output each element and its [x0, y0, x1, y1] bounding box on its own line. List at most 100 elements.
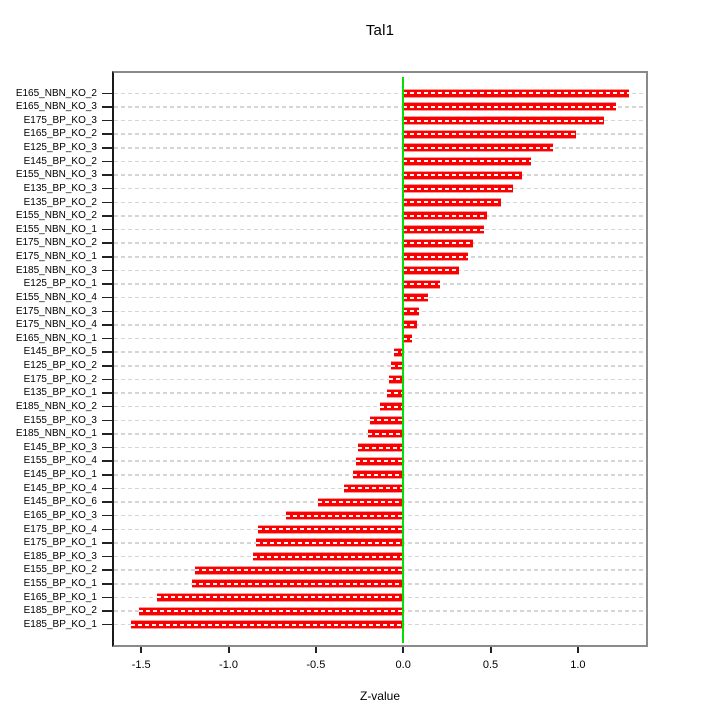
y-tick: [102, 555, 112, 558]
bar-hatch: [191, 582, 404, 585]
bar: [403, 252, 468, 262]
category-label: E145_BP_KO_2: [23, 155, 97, 167]
bar: [403, 170, 522, 180]
bar: [317, 497, 404, 507]
bar-hatch: [387, 392, 404, 395]
gridline: [114, 215, 646, 217]
bar: [394, 347, 404, 357]
category-label: E155_BP_KO_4: [23, 455, 97, 467]
category-label: E175_NBN_KO_1: [15, 251, 97, 262]
y-tick: [102, 392, 112, 394]
bar: [389, 374, 404, 384]
category-label: E165_BP_KO_3: [23, 509, 97, 521]
bar-hatch: [370, 419, 404, 422]
x-tick-label: -0.5: [306, 659, 326, 671]
bar: [403, 184, 514, 194]
y-axis: E165_NBN_KO_2 E165_NBN_KO_3 E175_BP_KO_3 E1…: [0, 73, 112, 645]
bar: [403, 143, 554, 153]
bar: [258, 524, 404, 534]
category-label: E165_BP_KO_2: [23, 128, 97, 140]
x-tick-label: -1.5: [131, 659, 151, 671]
gridline: [114, 106, 646, 108]
bar-hatch: [390, 364, 404, 367]
bar-hatch: [156, 596, 404, 599]
bar-hatch: [394, 351, 404, 354]
bar-hatch: [403, 187, 514, 190]
gridline: [114, 296, 646, 299]
bar-hatch: [403, 119, 605, 122]
category-label: E155_BP_KO_3: [23, 414, 97, 426]
gridline: [114, 160, 646, 163]
bar-hatch: [286, 514, 404, 517]
bar: [370, 415, 404, 425]
category-label: E145_BP_KO_3: [23, 441, 97, 453]
gridline: [114, 119, 646, 122]
bar: [403, 293, 428, 303]
y-tick: [102, 256, 112, 258]
y-tick: [102, 405, 112, 408]
y-tick: [102, 324, 112, 326]
y-tick: [102, 187, 112, 190]
bar: [195, 565, 404, 575]
bar: [403, 225, 484, 235]
y-tick: [102, 446, 112, 449]
category-label: E185_NBN_KO_3: [15, 264, 97, 276]
gridline: [114, 283, 646, 285]
category-label: E155_NBN_KO_2: [15, 210, 97, 222]
bar: [403, 238, 474, 248]
bar: [403, 306, 419, 316]
bar: [156, 592, 404, 602]
bar: [286, 511, 404, 521]
category-label: E185_NBN_KO_2: [15, 400, 97, 412]
y-tick: [102, 228, 112, 231]
x-tick: [402, 647, 405, 653]
gridline: [114, 228, 646, 231]
gridline: [114, 133, 646, 135]
y-tick: [102, 419, 112, 422]
y-tick: [102, 310, 112, 313]
plot-content: [114, 73, 646, 645]
y-tick: [102, 365, 112, 367]
y-tick: [102, 242, 112, 244]
x-tick: [140, 647, 143, 653]
category-label: E155_NBN_KO_1: [15, 223, 97, 235]
bar: [368, 429, 404, 439]
category-label: E155_BP_KO_1: [23, 578, 97, 589]
category-label: E185_BP_KO_2: [23, 605, 97, 617]
gridline: [114, 242, 646, 244]
category-label: E155_NBN_KO_4: [15, 291, 97, 303]
bar: [403, 211, 488, 221]
bar-hatch: [139, 610, 404, 613]
bar-hatch: [403, 255, 468, 258]
category-label: E175_NBN_KO_2: [15, 237, 97, 249]
bar: [357, 443, 404, 453]
gridline: [114, 392, 646, 394]
category-label: E175_BP_KO_1: [23, 537, 97, 549]
bar-hatch: [389, 378, 404, 381]
category-label: E175_NBN_KO_3: [15, 305, 97, 317]
x-axis: -1.5 -1.0 -0.5 0.0 0.5 1.0: [0, 647, 720, 687]
gridline: [114, 269, 646, 272]
y-tick: [102, 269, 112, 272]
bar: [403, 88, 629, 98]
y-tick: [102, 296, 112, 299]
bar-hatch: [403, 296, 428, 299]
y-tick: [102, 201, 112, 204]
gridline: [114, 324, 646, 326]
bar-hatch: [258, 528, 404, 531]
bar-hatch: [403, 242, 474, 245]
y-tick: [102, 528, 112, 531]
category-label: E165_NBN_KO_1: [15, 332, 97, 344]
category-label: E165_NBN_KO_2: [15, 87, 97, 99]
category-label: E185_BP_KO_1: [23, 618, 97, 630]
category-label: E135_BP_KO_2: [23, 196, 97, 208]
y-tick: [102, 569, 112, 571]
bar-hatch: [403, 105, 617, 108]
bar-hatch: [356, 460, 404, 463]
y-tick: [102, 433, 112, 435]
category-label: E125_BP_KO_1: [23, 278, 97, 290]
gridline: [114, 92, 646, 95]
x-axis-title: Z-value: [359, 689, 400, 703]
y-tick: [102, 474, 112, 476]
gridline: [114, 378, 646, 381]
